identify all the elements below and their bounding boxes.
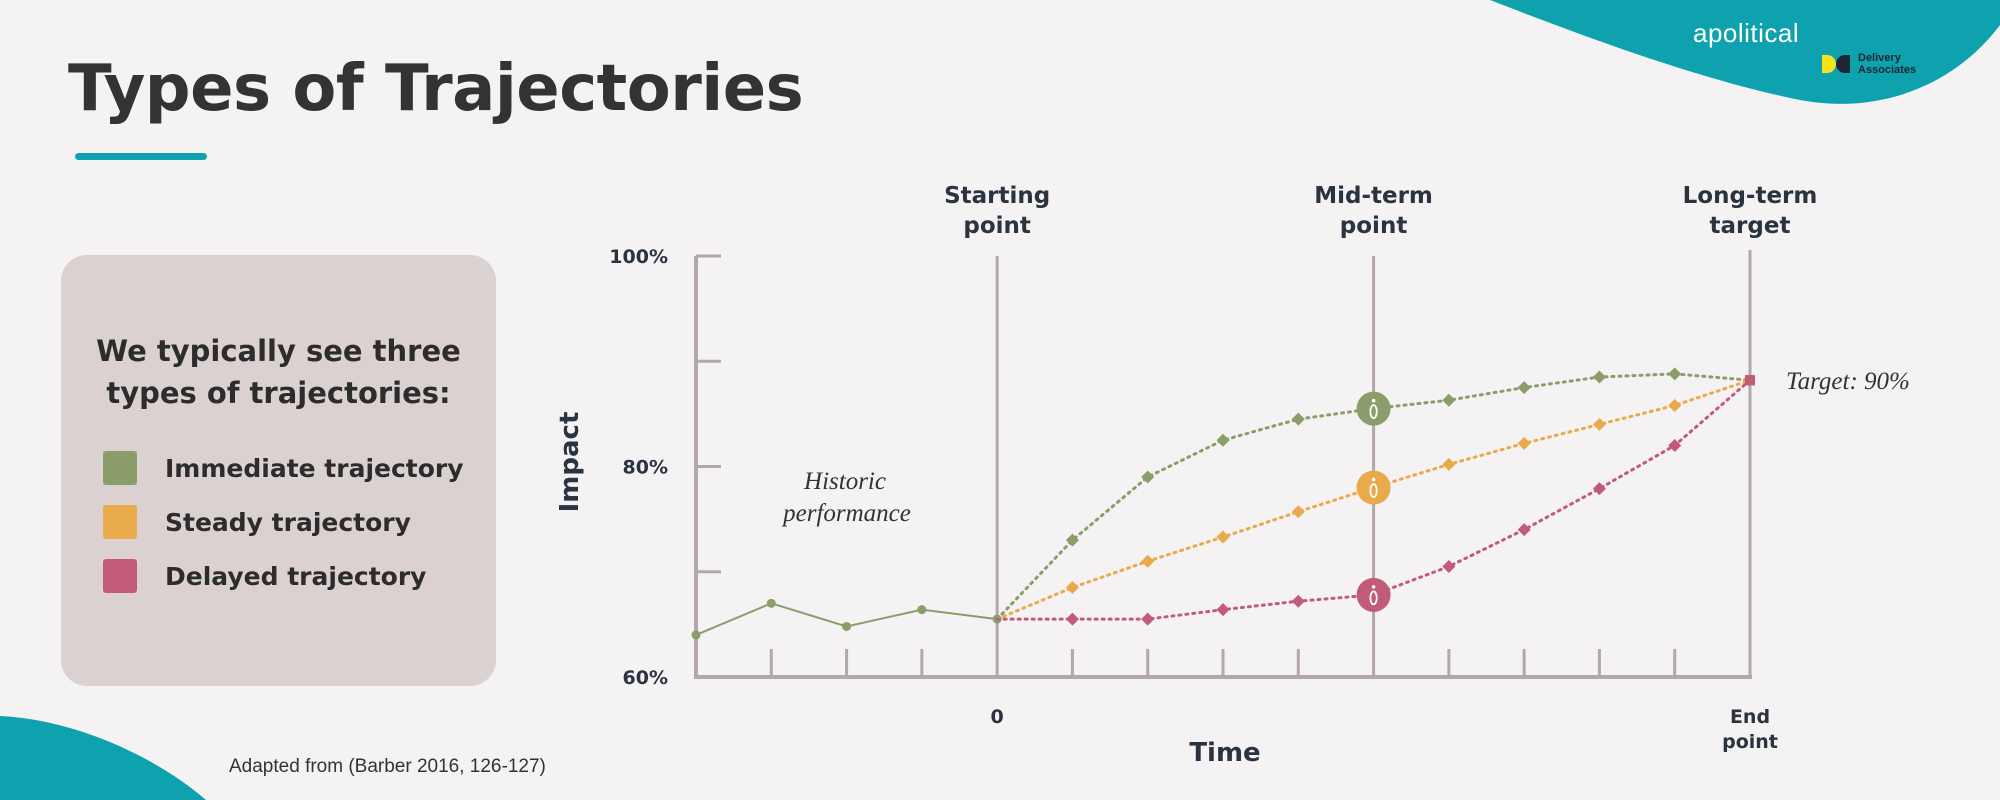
midterm-marker-glyph xyxy=(1369,590,1378,606)
historic-point xyxy=(917,605,927,615)
midterm-marker xyxy=(1356,470,1391,505)
legend-swatch xyxy=(103,559,137,593)
midterm-marker xyxy=(1356,391,1391,426)
legend-item-delayed: Delayed trajectory xyxy=(103,559,426,593)
trajectory-point xyxy=(1517,436,1531,450)
x-tick-label: point xyxy=(1722,731,1778,753)
trajectory-point xyxy=(1216,433,1230,447)
trajectory-point xyxy=(1442,393,1456,407)
trajectory-point xyxy=(1592,370,1606,384)
y-tick-label: 100% xyxy=(609,246,668,268)
legend-label: Immediate trajectory xyxy=(165,453,464,483)
historic-annotation: Historic xyxy=(803,468,886,495)
trajectory-point xyxy=(1442,559,1456,573)
trajectory-point xyxy=(1065,612,1079,626)
title-underline xyxy=(75,153,207,160)
midterm-marker-dot xyxy=(1371,398,1376,403)
historic-annotation: performance xyxy=(781,500,911,527)
trajectory-point xyxy=(1668,438,1682,452)
legend-swatch xyxy=(103,451,137,485)
midterm-marker-glyph xyxy=(1369,404,1378,420)
x-tick-label: End xyxy=(1730,706,1770,728)
trajectory-point xyxy=(1668,398,1682,412)
midterm-marker-dot xyxy=(1371,477,1376,482)
trajectory-point xyxy=(1592,482,1606,496)
trajectory-line xyxy=(995,372,1752,621)
midterm-marker-glyph xyxy=(1369,483,1378,498)
milestone-label: point xyxy=(963,213,1031,239)
x-axis-title: Time xyxy=(1189,738,1260,768)
trajectory-point xyxy=(1668,367,1682,381)
trajectory-point xyxy=(1442,457,1456,471)
trajectory-point xyxy=(1141,554,1155,568)
y-tick-label: 60% xyxy=(623,667,668,689)
milestone-label: target xyxy=(1710,213,1791,239)
y-tick-label: 80% xyxy=(623,457,668,479)
midterm-marker xyxy=(1356,577,1391,612)
milestone-label: point xyxy=(1340,213,1408,239)
legend-item-immediate: Immediate trajectory xyxy=(103,451,464,485)
legend-label: Delayed trajectory xyxy=(165,561,427,591)
delivery-associates-mark xyxy=(1822,55,1852,73)
trajectory-point xyxy=(1592,417,1606,431)
midterm-marker-dot xyxy=(1371,585,1376,589)
page-title: Types of Trajectories xyxy=(68,52,804,126)
bottom-left-blob xyxy=(0,716,206,800)
trajectory-point xyxy=(1065,581,1079,595)
delivery-associates-logo: Delivery Associates xyxy=(1822,52,1916,76)
trajectory-point xyxy=(1291,412,1305,426)
x-tick-label: 0 xyxy=(991,706,1004,728)
milestone-label: Long-term xyxy=(1683,183,1818,209)
trajectory-point xyxy=(1291,505,1305,519)
target-point xyxy=(1745,375,1755,386)
trajectory-point xyxy=(1141,470,1155,484)
trajectory-point xyxy=(1517,381,1531,395)
panel-heading: We typically see three types of trajecto… xyxy=(96,334,461,410)
trajectory-point xyxy=(1216,603,1230,617)
source-note: Adapted from (Barber 2016, 126-127) xyxy=(229,756,546,777)
delivery-associates-wordmark: Delivery Associates xyxy=(1858,52,1917,76)
historic-point xyxy=(766,598,776,608)
trajectory-point xyxy=(1517,523,1531,537)
trajectory-point xyxy=(1291,594,1305,608)
trajectory-point xyxy=(1216,530,1230,544)
legend-item-steady: Steady trajectory xyxy=(103,505,411,539)
milestone-label: Mid-term xyxy=(1314,183,1433,209)
historic-point xyxy=(691,630,701,640)
trajectory-legend-panel: We typically see three types of trajecto… xyxy=(61,255,496,686)
trajectory-point xyxy=(1065,533,1079,547)
target-annotation: Target: 90% xyxy=(1786,368,1910,395)
y-axis-title: Impact xyxy=(555,412,585,513)
legend-swatch xyxy=(103,505,137,539)
milestone-label: Starting xyxy=(944,183,1050,209)
top-right-blob xyxy=(1490,0,2000,104)
legend-label: Steady trajectory xyxy=(165,507,411,537)
historic-point xyxy=(842,621,852,631)
trajectory-point xyxy=(1141,612,1155,626)
apolitical-logo: apolitical xyxy=(1693,18,1800,48)
